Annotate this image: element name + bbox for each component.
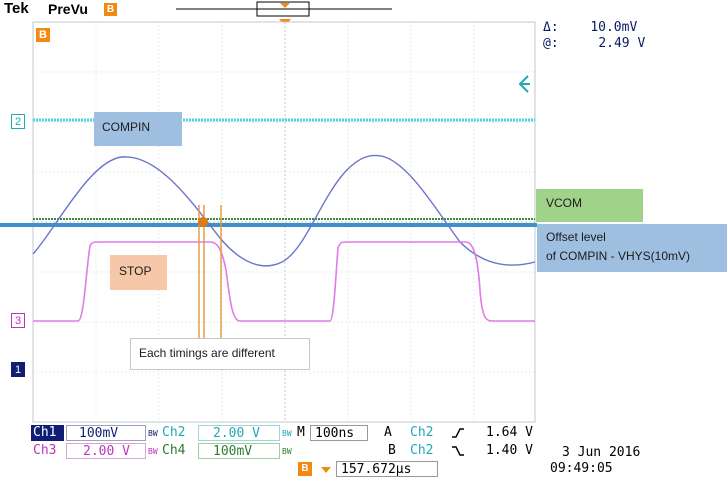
- ch3-scale[interactable]: 2.00 V: [66, 443, 146, 459]
- annotation-timings-text: Each timings are different: [139, 346, 275, 360]
- trigger-b-label: B: [388, 443, 396, 458]
- position-arrow-icon: [321, 467, 331, 473]
- trigger-b-level[interactable]: 1.40 V: [486, 443, 533, 458]
- trigger-b-source[interactable]: Ch2: [410, 443, 434, 458]
- crossing-point-marker: [198, 217, 208, 227]
- ch1-label[interactable]: Ch1: [31, 425, 64, 441]
- top-bar: Tek PreVu B: [0, 0, 727, 20]
- ch2-scale[interactable]: 2.00 V: [198, 425, 280, 441]
- annotation-vcom: VCOM: [536, 189, 643, 222]
- trigger-a-level[interactable]: 1.64 V: [486, 425, 533, 440]
- ch1-ground-marker[interactable]: 1: [11, 362, 25, 377]
- cursor-arrow-icon: [518, 75, 530, 93]
- date-readout: 3 Jun 2016: [562, 445, 641, 460]
- ch1-trace: [32, 154, 536, 267]
- annotation-timings: Each timings are different: [130, 338, 310, 370]
- bookmark-b-icon: B: [104, 3, 117, 16]
- annotation-stop-text: STOP: [119, 264, 152, 278]
- acquisition-mode: PreVu: [48, 1, 88, 17]
- rising-edge-icon: [452, 428, 464, 438]
- timing-cursors: [198, 205, 222, 338]
- ch2-ground-marker[interactable]: 2: [11, 114, 25, 129]
- ch1-scale[interactable]: 100mV: [66, 425, 146, 441]
- at-label: @:: [543, 36, 559, 51]
- annotation-offset-level: Offset level of COMPIN - VHYS(10mV): [537, 224, 727, 272]
- delta-label: Δ:: [543, 20, 559, 35]
- ch3-ground-marker[interactable]: 3: [11, 313, 25, 328]
- ch2-bw-tag: BW: [282, 429, 292, 438]
- bookmark-b-marker[interactable]: B: [36, 28, 50, 42]
- annotation-vcom-text: VCOM: [546, 196, 582, 210]
- ch3-bw-tag: BW: [148, 447, 158, 456]
- ch2-label[interactable]: Ch2: [162, 425, 186, 440]
- timebase-label: M: [297, 425, 305, 440]
- annotation-stop: STOP: [110, 255, 167, 290]
- ch1-bw-tag: BW: [148, 429, 158, 438]
- falling-edge-icon: [452, 446, 464, 456]
- ch4-label[interactable]: Ch4: [162, 443, 186, 458]
- at-value: 2.49 V: [598, 36, 646, 51]
- ch4-bw-tag: BW: [282, 447, 292, 456]
- annotation-compin-text: COMPIN: [102, 120, 150, 134]
- trigger-a-label: A: [384, 425, 392, 440]
- annotation-compin: COMPIN: [94, 112, 182, 146]
- annotation-offset-line2: of COMPIN - VHYS(10mV): [546, 249, 691, 263]
- annotation-offset-line1: Offset level: [546, 230, 606, 244]
- brand-logo: Tek: [4, 0, 29, 17]
- ch4-scale[interactable]: 100mV: [198, 443, 280, 459]
- time-readout: 09:49:05: [550, 461, 613, 476]
- horizontal-position[interactable]: 157.672μs: [336, 461, 438, 477]
- record-indicator: [176, 1, 392, 17]
- status-bar: Ch1 100mV BW Ch2 2.00 V BW M 100ns A Ch2…: [0, 424, 727, 480]
- ch3-label[interactable]: Ch3: [33, 443, 57, 458]
- delta-value: 10.0mV: [590, 20, 638, 35]
- position-b-icon: B: [298, 462, 312, 476]
- trigger-a-source[interactable]: Ch2: [410, 425, 434, 440]
- ch3-trace: [33, 241, 535, 322]
- timebase-value[interactable]: 100ns: [310, 425, 368, 441]
